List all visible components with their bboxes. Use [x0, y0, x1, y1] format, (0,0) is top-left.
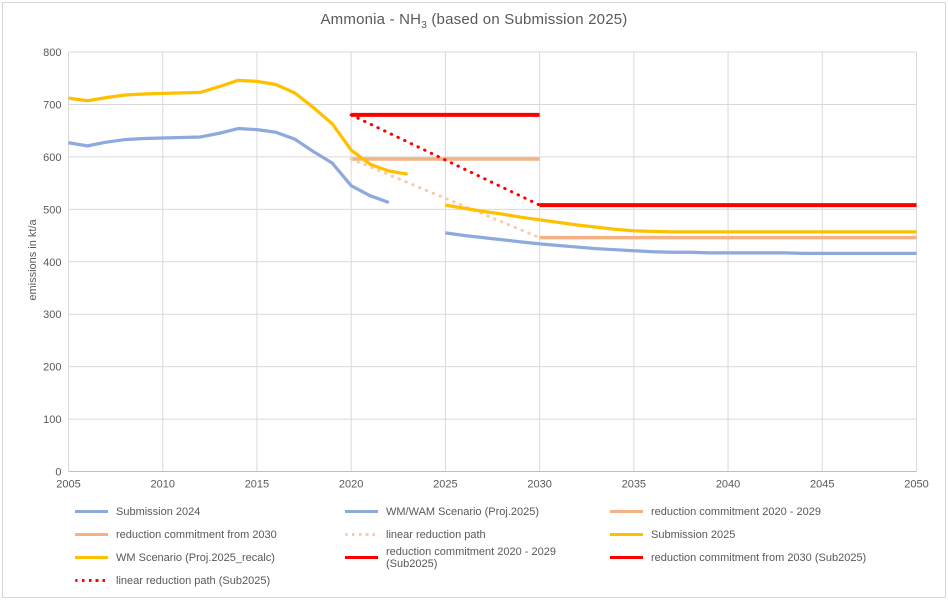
y-tick-label: 600 [43, 152, 61, 164]
legend-swatch-line [345, 556, 378, 559]
x-tick-label: 2010 [150, 479, 174, 491]
legend-item-8: reduction commitment from 2030 (Sub2025) [610, 546, 940, 569]
legend-label: reduction commitment from 2030 [116, 528, 277, 541]
y-tick-label: 500 [43, 204, 61, 216]
legend-swatch-line [610, 556, 643, 559]
x-tick-label: 2015 [245, 479, 269, 491]
legend-item-0: Submission 2024 [75, 500, 345, 523]
y-tick-label: 800 [43, 47, 61, 59]
legend-item-7: reduction commitment 2020 - 2029 (Sub202… [345, 545, 610, 570]
x-tick-label: 2005 [56, 479, 80, 491]
y-tick-label: 200 [43, 362, 61, 374]
chart-title-prefix: Ammonia - NH [320, 11, 422, 28]
series-line-wm-wam-scenario-proj-2025- [445, 231, 917, 255]
y-tick-label: 400 [43, 257, 61, 269]
legend-label: Submission 2024 [116, 505, 201, 518]
x-tick-label: 2030 [527, 479, 551, 491]
series-line-linear-reduction-path-sub2025- [349, 113, 542, 207]
legend-label: reduction commitment 2020 - 2029 [651, 505, 821, 518]
legend-item-9: linear reduction path (Sub2025) [75, 569, 345, 592]
legend-item-6: WM Scenario (Proj.2025_recalc) [75, 546, 345, 569]
series-line-linear-reduction-path [349, 157, 542, 240]
legend-swatch-dotted-line [345, 533, 378, 536]
y-tick-label: 100 [43, 414, 61, 426]
legend-swatch-line [345, 510, 378, 513]
legend-item-1: WM/WAM Scenario (Proj.2025) [345, 500, 610, 523]
series-line-submission-2024 [68, 126, 390, 205]
legend-swatch-line [610, 533, 643, 536]
x-tick-label: 2045 [810, 479, 834, 491]
legend-swatch-line [75, 510, 108, 513]
legend-label: reduction commitment from 2030 (Sub2025) [651, 551, 867, 564]
legend-item-3: reduction commitment from 2030 [75, 523, 345, 546]
legend: Submission 2024 WM/WAM Scenario (Proj.202… [75, 500, 940, 592]
x-tick-label: 2050 [904, 479, 928, 491]
chart-title-subscript: 3 [421, 20, 427, 31]
legend-label: Submission 2025 [651, 528, 736, 541]
x-tick-label: 2035 [622, 479, 646, 491]
legend-item-2: reduction commitment 2020 - 2029 [610, 500, 940, 523]
x-tick-label: 2025 [433, 479, 457, 491]
series-line-wm-scenario-proj-2025-recalc- [445, 203, 917, 234]
y-tick-label: 0 [55, 467, 61, 479]
chart-title-suffix: (based on Submission 2025) [426, 11, 628, 28]
series-line-submission-2025 [68, 78, 408, 176]
legend-label: linear reduction path (Sub2025) [116, 574, 271, 587]
legend-swatch-line [610, 510, 643, 513]
legend-item-4: linear reduction path [345, 523, 610, 546]
legend-swatch-dotted-line [75, 579, 108, 582]
chart-title: Ammonia - NH3 (based on Submission 2025) [0, 11, 948, 31]
legend-label: linear reduction path [386, 528, 486, 541]
y-tick-label: 700 [43, 99, 61, 111]
x-tick-label: 2020 [339, 479, 363, 491]
legend-label: WM Scenario (Proj.2025_recalc) [116, 551, 275, 564]
legend-swatch-line [75, 556, 108, 559]
legend-label: WM/WAM Scenario (Proj.2025) [386, 505, 540, 518]
legend-item-5: Submission 2025 [610, 523, 940, 546]
legend-label: reduction commitment 2020 - 2029 (Sub202… [386, 545, 556, 570]
x-tick-label: 2040 [716, 479, 740, 491]
y-tick-label: 300 [43, 309, 61, 321]
legend-swatch-line [75, 533, 108, 536]
